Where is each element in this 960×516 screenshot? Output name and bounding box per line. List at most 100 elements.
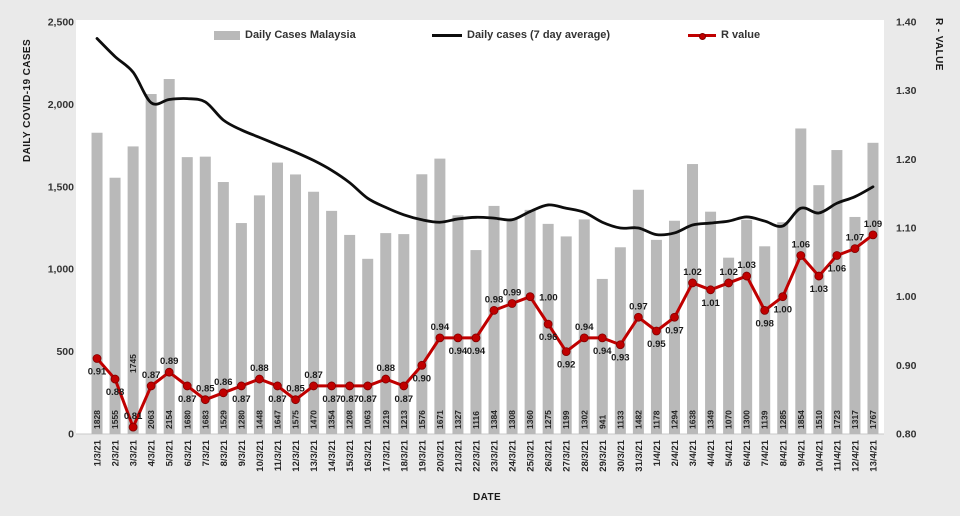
x-axis-tick-label: 25/3/21 <box>526 439 537 471</box>
r-value-label: 0.94 <box>449 346 468 357</box>
bar <box>434 158 446 434</box>
bar-value-label: 1275 <box>543 410 553 429</box>
r-value-marker <box>742 271 752 281</box>
r-axis-tick-label: 1.30 <box>896 85 917 97</box>
bar-value-label: 1360 <box>525 410 535 429</box>
bar-value-label: 1302 <box>579 410 589 429</box>
avg7-line <box>95 37 875 237</box>
x-axis-tick-label: 6/3/21 <box>183 439 194 466</box>
r-value-marker <box>489 305 499 315</box>
x-axis-tick-label: 20/3/21 <box>435 439 446 471</box>
bar <box>199 156 211 434</box>
x-axis-tick-label: 5/3/21 <box>165 439 176 466</box>
r-value-marker <box>796 251 806 260</box>
x-axis-tick-label: 22/3/21 <box>471 439 482 471</box>
x-axis-tick-label: 31/3/21 <box>634 439 645 471</box>
r-value-marker <box>561 347 571 357</box>
bar <box>687 164 699 434</box>
bar-value-label: 1576 <box>417 410 427 429</box>
x-axis-title: DATE <box>472 492 502 503</box>
bar <box>723 257 735 434</box>
x-axis-tick-label: 1/3/21 <box>93 439 104 466</box>
bar <box>452 215 464 434</box>
bar-value-label: 1828 <box>92 410 102 429</box>
r-value-marker <box>814 271 824 281</box>
r-value-label: 1.09 <box>864 219 883 230</box>
r-value-marker <box>633 312 643 322</box>
bar-value-label: 1745 <box>128 354 138 373</box>
bar-value-label: 1285 <box>778 410 788 429</box>
x-axis-tick-label: 15/3/21 <box>345 439 356 471</box>
legend-label-7day-average: Daily cases (7 day average) <box>467 29 611 41</box>
x-axis-tick-label: 21/3/21 <box>453 439 464 471</box>
bar-value-label: 1354 <box>327 410 337 429</box>
bar <box>145 94 157 434</box>
bar <box>795 128 807 434</box>
r-value-marker <box>291 395 300 405</box>
r-value-label: 0.87 <box>358 394 377 405</box>
bar-value-label: 941 <box>597 415 607 429</box>
bar-value-label: 1767 <box>868 410 878 429</box>
x-axis-tick-label: 7/4/21 <box>760 439 771 466</box>
y-axis-tick-label: 2,000 <box>48 99 74 111</box>
x-axis-tick-label: 17/3/21 <box>381 439 392 471</box>
x-axis-tick-label: 7/3/21 <box>201 439 212 466</box>
x-axis-tick-label: 4/3/21 <box>147 439 158 466</box>
r-value-label: 0.87 <box>178 394 197 405</box>
bar-value-label: 1647 <box>272 410 282 429</box>
x-axis-tick-label: 2/4/21 <box>670 439 681 466</box>
bar <box>416 174 428 434</box>
r-value-marker <box>92 354 102 363</box>
x-axis-tick-label: 13/3/21 <box>309 439 320 471</box>
bar <box>488 205 500 434</box>
bar <box>867 142 879 434</box>
bar <box>506 218 518 434</box>
y-axis-tick-label: 0 <box>68 429 74 441</box>
r-value-label: 0.89 <box>160 356 179 367</box>
bar <box>235 223 247 434</box>
x-axis-tick-label: 1/4/21 <box>652 439 663 466</box>
r-value-label: 0.98 <box>755 318 774 329</box>
r-value-marker <box>706 285 715 295</box>
r-value-label: 0.87 <box>304 370 323 381</box>
x-axis-tick-label: 9/3/21 <box>237 439 248 466</box>
bar <box>759 246 771 434</box>
bar-value-label: 1384 <box>489 410 499 429</box>
y-axis-tick-label: 500 <box>56 346 74 358</box>
r-value-label: 1.07 <box>846 233 865 244</box>
r-value-label: 0.94 <box>575 322 594 333</box>
bar-value-label: 1300 <box>742 410 752 429</box>
r-value-label: 0.87 <box>395 394 414 405</box>
x-axis-tick-label: 14/3/21 <box>327 439 338 471</box>
r-value-label: 0.99 <box>503 288 522 299</box>
r-value-label: 0.90 <box>413 373 432 384</box>
legend-label-daily-cases: Daily Cases Malaysia <box>245 29 356 41</box>
bar <box>831 150 843 434</box>
y-axis-tick-label: 2,500 <box>48 17 74 29</box>
y-axis-tick-label: 1,500 <box>48 181 74 193</box>
x-axis-tick-label: 16/3/21 <box>363 439 374 471</box>
r-value-marker <box>579 333 589 343</box>
r-line-swatch-icon <box>688 32 716 40</box>
r-value-label: 1.00 <box>774 305 793 316</box>
x-axis-tick-label: 13/4/21 <box>868 439 879 471</box>
r-value-label: 0.97 <box>629 301 648 312</box>
x-axis-tick-label: 4/4/21 <box>706 439 717 466</box>
bar <box>596 278 608 434</box>
bar-swatch-icon <box>214 30 240 40</box>
r-value-marker <box>110 374 120 384</box>
x-axis-tick-label: 19/3/21 <box>417 439 428 471</box>
r-value-label: 0.93 <box>611 353 630 364</box>
x-axis-tick-label: 3/3/21 <box>129 439 140 466</box>
r-value-label: 1.03 <box>737 260 756 271</box>
bar <box>181 157 193 435</box>
bar-value-label: 2063 <box>146 410 156 429</box>
bar <box>127 146 139 434</box>
r-value-marker <box>309 381 318 391</box>
x-axis-tick-label: 23/3/21 <box>490 439 501 471</box>
bar <box>217 182 229 434</box>
r-value-marker <box>182 381 192 391</box>
x-axis-tick-label: 24/3/21 <box>508 439 519 471</box>
bar-value-label: 1294 <box>669 410 679 429</box>
bar-value-label: 1178 <box>651 410 661 429</box>
